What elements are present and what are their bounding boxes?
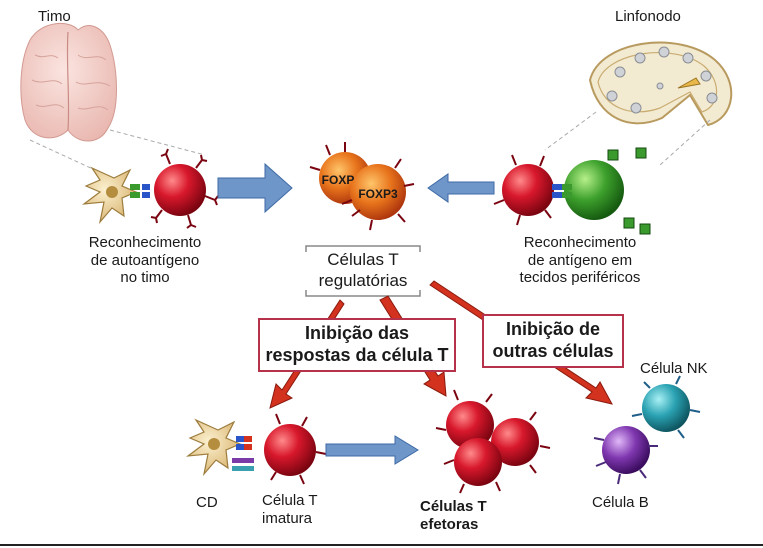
- foxp3-label-front: FOXP3: [358, 187, 398, 201]
- dc-label: CD: [196, 494, 218, 511]
- lymph-node-organ: [588, 41, 733, 127]
- foxp3-label-back: FOXP: [322, 173, 355, 187]
- dendritic-cell-thymus: [81, 166, 138, 225]
- follicle: [682, 52, 694, 64]
- naive-t-label: Célula T imatura: [262, 492, 318, 527]
- apc-periphery: [552, 147, 651, 235]
- inhibit-other-cells-box: Inibição de outras células: [482, 314, 624, 368]
- follicle: [700, 70, 712, 82]
- node-zoom-line-right: [659, 119, 711, 166]
- follicle: [606, 90, 618, 102]
- b-cell-label: Célula B: [592, 494, 649, 511]
- follicle: [630, 102, 642, 114]
- follicle: [614, 66, 626, 78]
- follicle: [658, 46, 670, 58]
- node-zoom-line-left: [544, 111, 597, 151]
- treg-bracket-top: [305, 245, 421, 252]
- follicle: [656, 82, 664, 90]
- thymus-organ: [20, 22, 117, 142]
- naive-t-cell: [264, 413, 327, 485]
- development-arrow: [217, 162, 293, 214]
- nk-cell-label: Célula NK: [640, 360, 708, 377]
- treg-label: Células T regulatórias: [318, 250, 408, 290]
- inhibit-t-response-box: Inibição das respostas da célula T: [258, 318, 456, 372]
- lymph-node-title: Linfonodo: [615, 8, 681, 25]
- effector-t-label: Células T efetoras: [420, 498, 487, 533]
- treg-cell-front: [341, 158, 415, 231]
- thymus-recognition-label: Reconhecimento de autoantígeno no timo: [88, 234, 202, 287]
- thymus-zoom-line-right: [109, 129, 206, 156]
- treg-bracket-bottom: [305, 290, 421, 297]
- follicle: [634, 52, 646, 64]
- peripheral-induction-arrow: [427, 173, 495, 203]
- t-cell-periphery: [493, 154, 554, 226]
- costimulation-complex: [232, 436, 254, 471]
- tcr-mhc-complex: [130, 184, 150, 198]
- effector-t-cells: [435, 389, 551, 494]
- follicle: [706, 92, 718, 104]
- hilum: [677, 77, 701, 89]
- dendritic-cell-bottom: [185, 418, 242, 477]
- activation-arrow: [325, 435, 419, 465]
- thymus-title: Timo: [38, 8, 71, 25]
- peripheral-recognition-label: Reconhecimento de antígeno em tecidos pe…: [519, 234, 641, 287]
- thymus-zoom-line-left: [29, 139, 96, 171]
- t-cell-thymus: [150, 148, 219, 229]
- nk-cell: [631, 375, 701, 439]
- b-cell: [593, 426, 658, 485]
